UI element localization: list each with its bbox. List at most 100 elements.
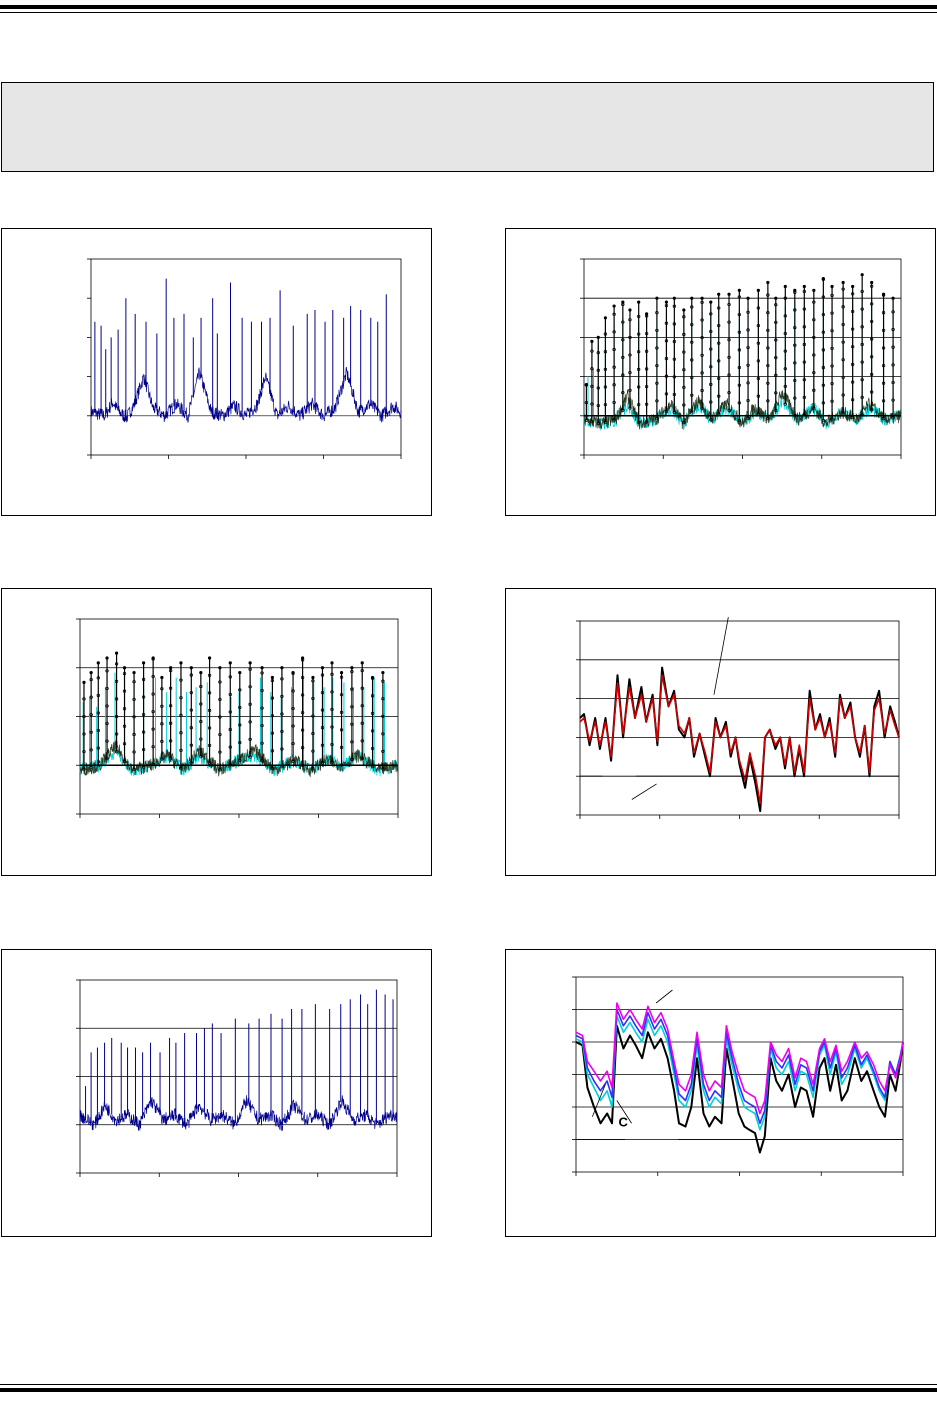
spike-marker xyxy=(727,338,731,342)
spike-marker xyxy=(737,330,741,334)
spike-marker xyxy=(793,308,797,312)
spike-marker xyxy=(637,367,641,372)
bottom-rule-thick xyxy=(0,1388,937,1392)
spike-marker xyxy=(360,704,364,708)
spike-marker xyxy=(628,318,632,322)
spike-marker xyxy=(690,393,694,397)
spike-marker xyxy=(709,329,713,334)
pointer-line xyxy=(713,617,729,695)
spike-marker xyxy=(291,706,295,711)
spike-marker xyxy=(330,707,334,712)
spike-marker xyxy=(96,676,100,680)
spike-marker xyxy=(628,371,632,375)
spike-marker xyxy=(637,385,641,389)
chart-4 xyxy=(576,617,900,819)
spike-marker xyxy=(300,710,305,715)
spike-marker xyxy=(260,706,264,710)
spike-marker xyxy=(637,314,641,319)
spike-marker xyxy=(141,695,146,699)
plot-area xyxy=(583,258,902,456)
spike-marker xyxy=(82,767,86,771)
spike-marker xyxy=(802,325,806,329)
spike-marker xyxy=(300,693,305,697)
spike-marker xyxy=(700,353,704,357)
spike-peak xyxy=(690,296,694,300)
spike-marker xyxy=(160,739,164,744)
spike-peak xyxy=(891,296,895,300)
spike-peak xyxy=(207,656,212,660)
spike-marker xyxy=(360,669,364,673)
spike-peak xyxy=(766,280,770,285)
spike-marker xyxy=(179,678,183,682)
spike-marker xyxy=(189,743,193,747)
spike-marker xyxy=(168,686,173,690)
top-rule-thick xyxy=(0,5,937,9)
spike-marker xyxy=(746,363,750,367)
spike-peak xyxy=(603,316,607,320)
spike-peak xyxy=(311,675,315,680)
spike-peak xyxy=(330,661,334,665)
spike-marker xyxy=(179,713,183,717)
spike-marker xyxy=(783,367,787,371)
spike-marker xyxy=(584,418,589,422)
spike-marker xyxy=(360,739,364,743)
spike-marker xyxy=(89,748,93,752)
spike-peak xyxy=(122,666,127,670)
annotation-label: C xyxy=(619,1115,629,1130)
spike-marker xyxy=(141,747,146,752)
spike-marker xyxy=(179,696,183,700)
spike-marker xyxy=(644,349,649,353)
chart-6: C xyxy=(572,976,904,1176)
spike-marker xyxy=(381,732,385,736)
spike-marker xyxy=(238,723,242,727)
spike-marker xyxy=(802,289,806,294)
spike-marker xyxy=(199,755,203,759)
spike-marker xyxy=(270,696,275,700)
spike-marker xyxy=(141,712,146,717)
spike-marker xyxy=(590,349,594,353)
spike-marker xyxy=(105,757,109,761)
spike-marker xyxy=(207,761,212,765)
spike-marker xyxy=(350,669,354,674)
spike-peak xyxy=(774,296,778,300)
spike-peak xyxy=(870,280,874,285)
chart-panel-2 xyxy=(505,228,936,516)
spike-marker xyxy=(132,750,136,754)
spike-marker xyxy=(168,756,173,761)
spike-marker xyxy=(280,677,284,681)
spike-marker xyxy=(682,332,686,337)
spike-marker xyxy=(381,679,385,683)
spike-marker xyxy=(339,675,344,679)
spike-marker xyxy=(891,380,895,385)
spike-peak xyxy=(360,661,364,665)
spike-marker xyxy=(690,358,694,362)
spike-marker xyxy=(802,360,806,364)
spike-marker xyxy=(793,343,797,347)
spike-marker xyxy=(114,714,119,719)
spike-marker xyxy=(189,673,193,677)
spike-marker xyxy=(596,368,600,372)
spike-peak xyxy=(612,304,616,308)
spike-marker xyxy=(114,662,119,666)
spike-marker xyxy=(637,420,641,424)
spike-peak xyxy=(793,288,797,292)
spike-marker xyxy=(841,393,845,397)
spike-marker xyxy=(637,332,641,336)
spike-marker xyxy=(96,711,100,715)
spike-marker xyxy=(360,756,364,761)
spike-marker xyxy=(207,691,212,695)
spike-marker xyxy=(655,363,659,368)
spike-marker xyxy=(621,408,625,412)
spike-marker xyxy=(228,710,232,714)
spike-peak xyxy=(756,288,760,292)
spike-marker xyxy=(766,416,770,421)
spike-marker xyxy=(717,323,721,328)
spike-marker xyxy=(644,402,649,406)
spike-marker xyxy=(122,724,127,728)
spike-marker xyxy=(870,319,874,324)
spike-peak xyxy=(350,666,354,670)
spike-marker xyxy=(690,305,694,309)
chart-panel-4 xyxy=(505,588,936,876)
spike-marker xyxy=(280,729,284,734)
spike-marker xyxy=(596,421,600,425)
